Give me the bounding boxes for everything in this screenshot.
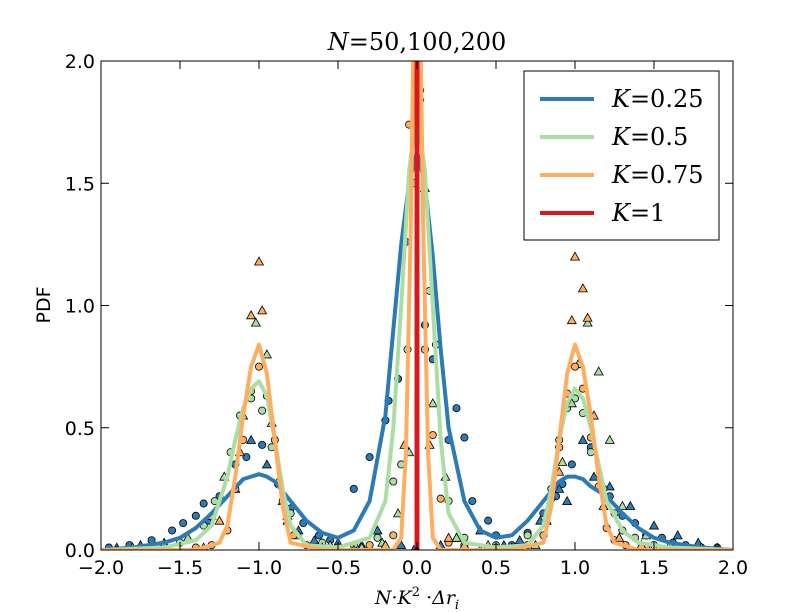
scatter-triangle	[582, 312, 593, 322]
scatter-triangle	[604, 481, 615, 491]
scatter-triangle	[588, 471, 600, 481]
x-tick-label: −2.0	[78, 557, 124, 579]
y-tick-label: 0.5	[65, 418, 95, 440]
y-tick-label: 2.0	[65, 51, 95, 73]
legend-label: K=0.75	[611, 161, 703, 189]
scatter-circle	[484, 516, 493, 525]
legend-label: K=0.5	[611, 123, 688, 151]
x-tick-label: −1.5	[157, 557, 203, 579]
scatter-triangle	[625, 500, 636, 510]
scatter-triangle	[577, 283, 588, 293]
scatter-triangle	[566, 314, 577, 325]
x-tick-label: 1.5	[639, 557, 669, 579]
x-tick-label: 0.5	[481, 557, 511, 579]
scatter-triangle	[214, 515, 225, 525]
scatter-triangle	[562, 495, 573, 506]
scatter-circle	[199, 499, 208, 508]
scatter-circle	[258, 440, 267, 449]
scatter-triangle	[648, 520, 660, 530]
scatter-triangle	[566, 398, 577, 408]
chart-title: N=50,100,200	[327, 28, 507, 56]
scatter-triangle	[617, 500, 628, 510]
scatter-circle	[365, 541, 374, 550]
scatter-circle	[373, 533, 382, 542]
plot-area	[101, 61, 733, 550]
scatter-circle	[523, 531, 532, 540]
x-tick-label: −0.5	[315, 557, 361, 579]
scatter-triangle	[257, 305, 268, 315]
scatter-triangle	[577, 434, 588, 444]
x-tick-label: 0.0	[402, 557, 432, 579]
scatter-circle	[389, 531, 398, 540]
legend: K=0.25 K=0.5 K=0.75 K=1	[523, 70, 720, 241]
legend-label: K=1	[611, 199, 665, 227]
y-tick-label: 0.0	[65, 540, 95, 562]
scatter-triangle	[246, 434, 257, 444]
scatter-series-0	[104, 237, 722, 550]
scatter-triangle	[443, 532, 454, 542]
scatter-circle	[460, 433, 469, 442]
scatter-triangle	[557, 456, 568, 466]
scatter-triangle	[246, 310, 257, 320]
axes: −2.0 −1.5 −1.0 −0.5 0.0 0.5 1.0 1.5 2.0 0.0 0.5 1.0…	[65, 51, 748, 579]
scatter-circle	[468, 497, 477, 506]
scatter-triangle	[593, 366, 604, 376]
scatter-triangle	[261, 349, 272, 359]
scatter-triangle	[672, 530, 683, 540]
scatter-circle	[179, 519, 188, 528]
x-tick-label: 1.0	[560, 557, 590, 579]
scatter-triangle	[614, 532, 625, 542]
scatter-triangle	[604, 434, 615, 444]
scatter-circle	[436, 494, 445, 503]
scatter-circle	[191, 511, 200, 520]
scatter-triangle	[392, 508, 404, 518]
legend-label: K=0.25	[611, 85, 703, 113]
scatter-triangle	[253, 256, 265, 266]
scatter-circle	[567, 460, 576, 469]
scatter-triangle	[451, 532, 462, 542]
scatter-triangle	[250, 317, 261, 327]
scatter-circle	[258, 406, 267, 415]
x-tick-label: −1.0	[236, 557, 282, 579]
x-tick-label: 2.0	[718, 557, 748, 579]
scatter-triangle	[514, 534, 525, 545]
scatter-triangle	[427, 398, 438, 408]
scatter-circle	[428, 431, 437, 440]
scatter-circle	[452, 404, 461, 413]
scatter-triangle	[569, 251, 581, 261]
scatter-circle	[349, 484, 358, 493]
scatter-circle	[168, 526, 177, 535]
y-tick-label: 1.0	[65, 296, 95, 318]
scatter-circle	[571, 362, 580, 371]
scatter-circle	[254, 362, 263, 371]
x-axis-label: N·K2 ·Δri	[374, 585, 459, 612]
series-line-K=0.75	[101, 61, 733, 550]
scatter-circle	[365, 453, 374, 462]
y-axis-label: PDF	[33, 286, 55, 323]
scatter-triangle	[261, 459, 272, 469]
scatter-triangle	[554, 483, 565, 493]
scatter-circle	[389, 477, 398, 486]
y-tick-label: 1.5	[65, 173, 95, 195]
scatter-triangle	[582, 317, 593, 327]
